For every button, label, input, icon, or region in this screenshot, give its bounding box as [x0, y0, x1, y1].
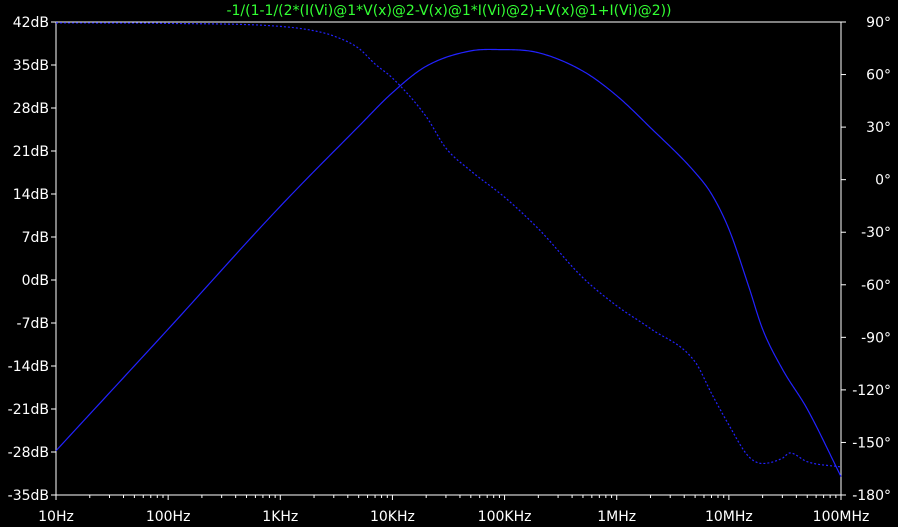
- x-tick-label: 10MHz: [705, 509, 753, 525]
- y-right-tick-label: -150°: [852, 435, 891, 451]
- y-left-tick-label: 28dB: [13, 101, 49, 117]
- chart-title: -1/(1-1/(2*(I(Vi)@1*V(x)@2-V(x)@1*I(Vi)@…: [226, 3, 671, 19]
- y-right-tick-label: -30°: [861, 225, 891, 241]
- x-tick-label: 100KHz: [478, 509, 532, 525]
- y-right-tick-label: 90°: [866, 15, 891, 31]
- y-left-tick-label: -14dB: [8, 359, 49, 375]
- y-left-tick-label: 42dB: [13, 15, 49, 31]
- x-tick-label: 1KHz: [262, 509, 298, 525]
- y-right-tick-label: -90°: [861, 330, 891, 346]
- y-left-tick-label: 7dB: [22, 230, 49, 246]
- y-right-tick-label: -60°: [861, 278, 891, 294]
- series-magnitude-line: [55, 48, 842, 477]
- axis-labels: 10Hz 100Hz 1KHz 10KHz 100KHz 1MHz 10MHz 100MHz 4…: [8, 15, 891, 525]
- y-right-tick-label: 0°: [875, 173, 891, 189]
- axis-ticks: [51, 21, 846, 500]
- plot-frame: [55, 21, 842, 496]
- y-right-tick-label: -180°: [852, 488, 891, 504]
- y-right-tick-label: 30°: [866, 120, 891, 136]
- y-right-tick-label: 60°: [866, 68, 891, 84]
- y-left-tick-label: -28dB: [8, 445, 49, 461]
- y-left-tick-label: -7dB: [17, 316, 49, 332]
- x-tick-label: 1MHz: [597, 509, 636, 525]
- y-left-tick-label: -35dB: [8, 488, 49, 504]
- plot-curves: [55, 22, 842, 477]
- x-tick-label: 10Hz: [38, 509, 74, 525]
- y-left-tick-label: -21dB: [8, 402, 49, 418]
- x-tick-label: 100MHz: [813, 509, 870, 525]
- y-left-tick-label: 14dB: [13, 187, 49, 203]
- x-tick-label: 100Hz: [146, 509, 191, 525]
- y-left-tick-label: 21dB: [13, 144, 49, 160]
- y-left-tick-label: 0dB: [22, 273, 49, 289]
- y-right-tick-label: -120°: [852, 383, 891, 399]
- y-left-tick-label: 35dB: [13, 58, 49, 74]
- x-tick-label: 10KHz: [370, 509, 415, 525]
